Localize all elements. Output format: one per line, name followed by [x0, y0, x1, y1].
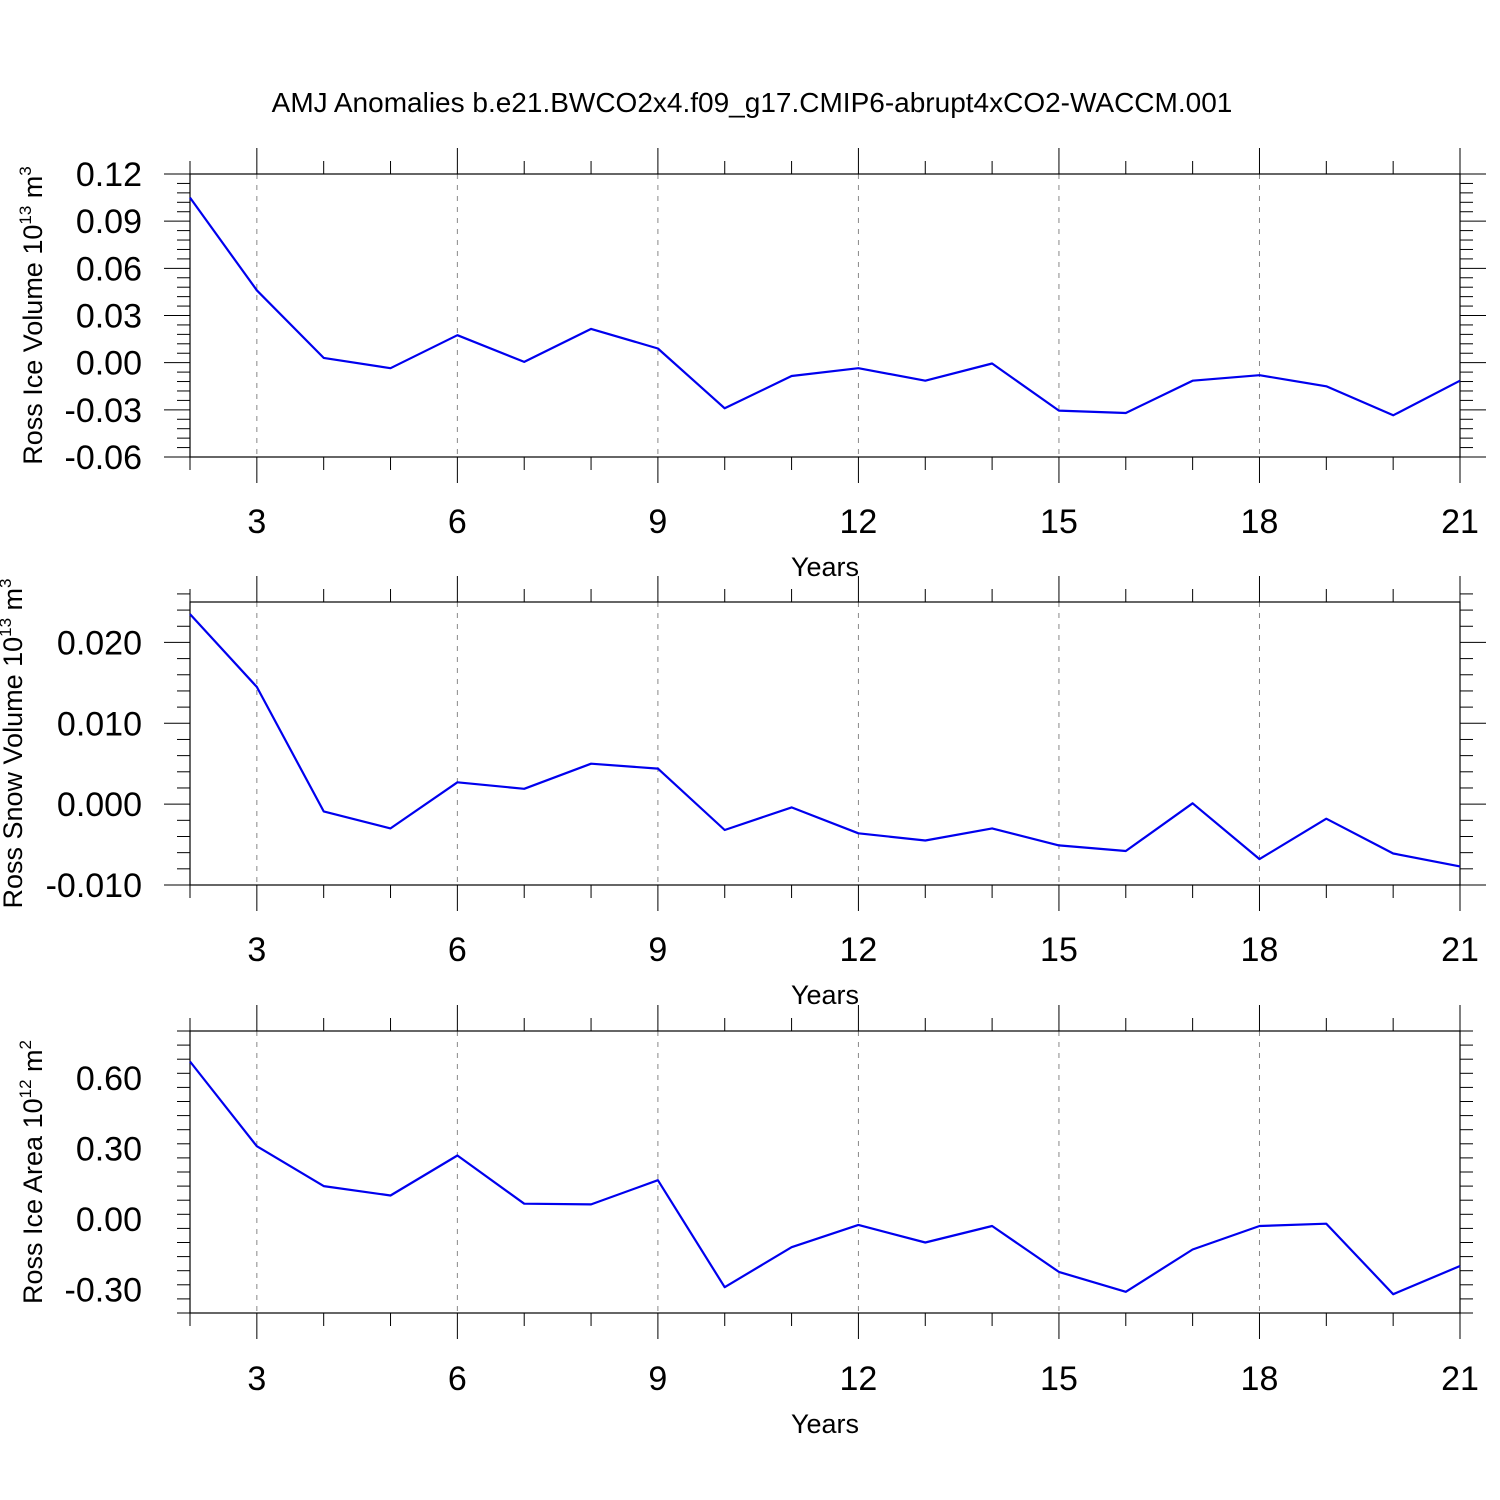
panels: 3 6 9 12 15 18 21 0.12 0.09 0.06 0.03 0.00 -0.03 -0.0… — [0, 148, 1486, 1439]
y-axis-title: Ross Snow Volume 1013 m3 — [0, 578, 28, 908]
x-tick-label-3: 9 — [648, 1360, 667, 1398]
panel-3: 3 6 9 12 15 18 21 0.60 0.30 0.00 -0.30 Years Ross Ic… — [16, 1005, 1479, 1439]
x-tick-label-2: 6 — [448, 1360, 467, 1398]
y-tick-label-6: -0.03 — [65, 392, 143, 430]
y-tick-label-5: 0.00 — [76, 345, 142, 383]
y-axis-title: Ross Ice Area 1012 m2 — [16, 1040, 48, 1304]
x-tick-label-1: 3 — [247, 1360, 266, 1398]
y-tick-label-7: -0.06 — [65, 439, 143, 477]
plot-frame — [189, 173, 1461, 458]
plot-frame — [189, 1030, 1461, 1314]
x-tick-label-4: 12 — [840, 1360, 878, 1398]
plot-frame — [189, 601, 1461, 886]
x-tick-label-2: 6 — [448, 503, 467, 541]
x-tick-label-6: 18 — [1241, 931, 1279, 969]
x-tick-label-3: 9 — [648, 503, 667, 541]
x-tick-label-6: 18 — [1241, 1360, 1279, 1398]
x-axis-title: Years — [791, 1409, 859, 1439]
x-tick-label-4: 12 — [840, 503, 878, 541]
x-tick-label-7: 21 — [1441, 1360, 1479, 1398]
x-tick-label-5: 15 — [1040, 503, 1078, 541]
y-tick-label-4: -0.010 — [46, 867, 142, 905]
x-tick-label-5: 15 — [1040, 931, 1078, 969]
x-tick-label-4: 12 — [840, 931, 878, 969]
y-tick-label-2: 0.010 — [57, 705, 142, 743]
y-tick-label-1: 0.60 — [76, 1060, 142, 1098]
x-tick-label-1: 3 — [247, 503, 266, 541]
x-tick-label-6: 18 — [1241, 503, 1279, 541]
y-tick-label-1: 0.020 — [57, 624, 142, 662]
y-tick-label-3: 0.06 — [76, 250, 142, 288]
y-tick-label-2: 0.09 — [76, 203, 142, 241]
series-line-1 — [189, 613, 1461, 868]
x-tick-label-7: 21 — [1441, 503, 1479, 541]
panel-2: 3 6 9 12 15 18 21 0.020 0.010 0.000 -0.010 Years Ros… — [0, 576, 1486, 1010]
figure-title: AMJ Anomalies b.e21.BWCO2x4.f09_g17.CMIP… — [272, 87, 1233, 118]
x-tick-label-5: 15 — [1040, 1360, 1078, 1398]
y-tick-label-4: -0.30 — [65, 1272, 143, 1310]
panel-1: 3 6 9 12 15 18 21 0.12 0.09 0.06 0.03 0.00 -0.03 -0.0… — [16, 148, 1486, 582]
y-tick-label-1: 0.12 — [76, 156, 142, 194]
y-tick-label-4: 0.03 — [76, 298, 142, 336]
y-tick-label-2: 0.30 — [76, 1131, 142, 1169]
x-tick-label-3: 9 — [648, 931, 667, 969]
series-line-1 — [189, 1060, 1461, 1296]
x-tick-label-7: 21 — [1441, 931, 1479, 969]
series-line-1 — [189, 196, 1461, 417]
x-tick-label-2: 6 — [448, 931, 467, 969]
y-tick-label-3: 0.00 — [76, 1201, 142, 1239]
x-tick-label-1: 3 — [247, 931, 266, 969]
x-axis-title: Years — [791, 552, 859, 582]
x-axis-title: Years — [791, 980, 859, 1010]
y-tick-label-3: 0.000 — [57, 786, 142, 824]
y-axis-title: Ross Ice Volume 1013 m3 — [16, 166, 48, 465]
